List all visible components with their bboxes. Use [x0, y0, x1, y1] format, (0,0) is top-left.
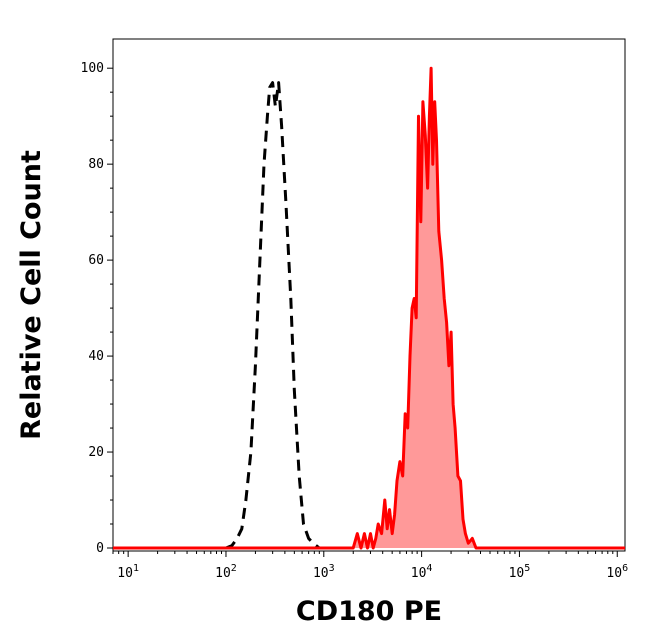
x-tick-base: 10: [509, 566, 525, 581]
x-tick-label: 101: [117, 563, 139, 581]
x-tick-label: 104: [411, 563, 433, 581]
x-axis: 101 102 103 104 105 106: [112, 551, 628, 581]
series-2-line: [113, 66, 625, 550]
x-tick-label: 102: [215, 563, 237, 581]
y-tick-label: 40: [88, 349, 104, 364]
x-tick-label: 106: [606, 563, 628, 581]
x-tick-exponent: 6: [622, 563, 628, 574]
x-axis-title: CD180 PE: [296, 596, 442, 627]
x-tick-exponent: 5: [524, 563, 530, 574]
x-tick-base: 10: [606, 566, 622, 581]
plot-frame: [112, 38, 626, 552]
y-tick-label: 100: [81, 61, 104, 76]
x-tick-base: 10: [117, 566, 133, 581]
series-2-fill: [113, 68, 625, 548]
x-tick-base: 10: [215, 566, 231, 581]
y-tick-label: 80: [88, 157, 104, 172]
x-tick-exponent: 3: [329, 563, 335, 574]
y-axis: 0 20 40 60 80 100: [81, 61, 113, 556]
x-tick-label: 105: [509, 563, 531, 581]
series-layer: [113, 66, 625, 550]
x-tick-base: 10: [411, 566, 427, 581]
x-tick-exponent: 1: [133, 563, 139, 574]
x-tick-exponent: 2: [231, 563, 237, 574]
x-tick-exponent: 4: [426, 563, 432, 574]
y-tick-label: 60: [88, 253, 104, 268]
y-tick-label: 20: [88, 445, 104, 460]
x-tick-base: 10: [313, 566, 329, 581]
x-tick-label: 103: [313, 563, 335, 581]
y-axis-title: Relative Cell Count: [16, 150, 47, 440]
y-tick-label: 0: [96, 541, 104, 556]
series-1-line: [225, 81, 321, 550]
